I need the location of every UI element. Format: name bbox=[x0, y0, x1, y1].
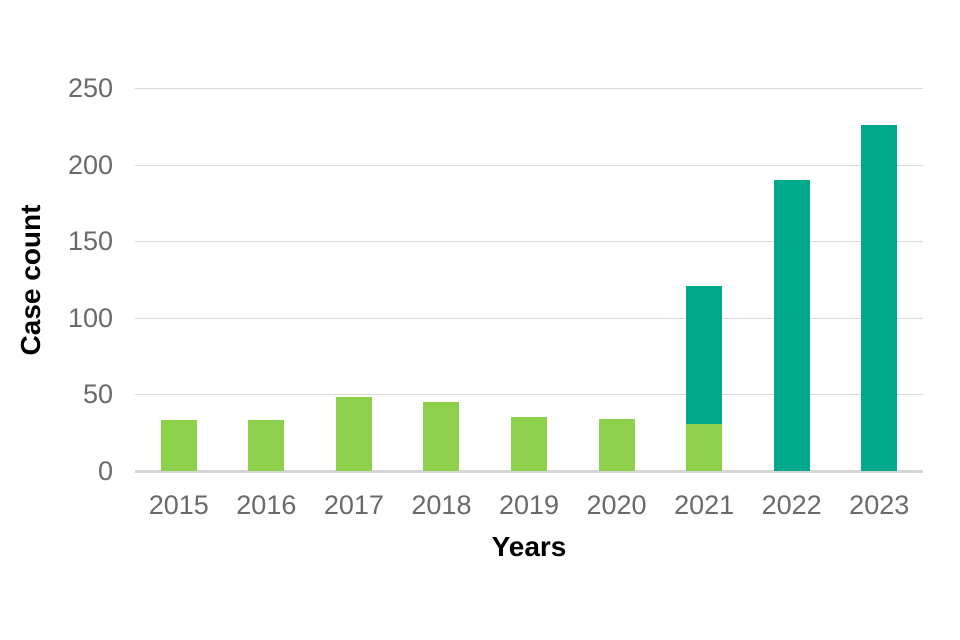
gridline-250 bbox=[135, 88, 923, 89]
bar-2019-green bbox=[511, 417, 547, 471]
y-tick-label-50: 50 bbox=[82, 379, 113, 410]
gridline-200 bbox=[135, 164, 923, 166]
bar-2018-green bbox=[423, 402, 460, 471]
x-axis-tick-labels: 2015 2016 2017 2018 2019 2020 2021 2022 2023 bbox=[135, 490, 923, 524]
x-tick-label-2015: 2015 bbox=[148, 490, 209, 520]
x-tick-label-2017: 2017 bbox=[323, 490, 384, 520]
bar-2021-teal bbox=[686, 285, 723, 424]
bar-2021-green bbox=[686, 423, 723, 471]
y-axis-tick-labels: 0 50 100 150 200 250 bbox=[0, 73, 113, 486]
x-tick-label-2023: 2023 bbox=[849, 490, 910, 520]
x-tick-label-2021: 2021 bbox=[674, 490, 735, 520]
y-tick-label-250: 250 bbox=[67, 73, 113, 103]
y-tick-label-100: 100 bbox=[67, 302, 113, 333]
gridline-50 bbox=[135, 394, 923, 396]
bar-2016-green bbox=[248, 420, 285, 471]
y-tick-label-200: 200 bbox=[67, 149, 113, 180]
x-tick-label-2016: 2016 bbox=[236, 490, 297, 520]
bar-2015-green bbox=[160, 420, 197, 471]
y-tick-label-150: 150 bbox=[67, 226, 113, 257]
bar-2020-green bbox=[598, 418, 635, 471]
x-axis-title: Years bbox=[491, 531, 567, 562]
x-tick-label-2018: 2018 bbox=[411, 490, 472, 520]
bar-2023-teal bbox=[861, 124, 898, 471]
y-tick-label-0: 0 bbox=[97, 456, 113, 486]
gridline-100 bbox=[135, 317, 923, 319]
x-tick-label-2020: 2020 bbox=[586, 490, 647, 520]
bar-2017-green bbox=[335, 397, 372, 471]
x-axis-line bbox=[135, 470, 923, 473]
plot-area bbox=[135, 88, 923, 473]
x-tick-label-2019: 2019 bbox=[498, 490, 560, 520]
x-tick-label-2022: 2022 bbox=[761, 490, 822, 520]
bar-2022-teal bbox=[773, 179, 810, 471]
gridline-150 bbox=[135, 241, 923, 243]
